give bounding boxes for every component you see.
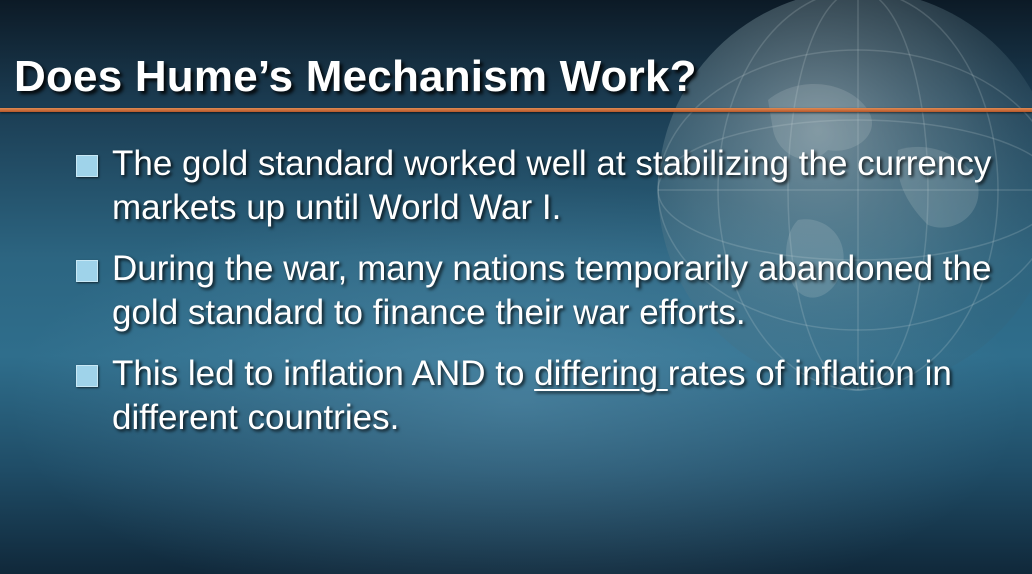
square-bullet-icon [76,365,98,387]
underlined-word: differing [534,354,668,393]
bullet-list: The gold standard worked well at stabili… [70,142,1010,457]
bullet-text-before: This led to inflation AND to [112,354,535,393]
title-divider [0,108,1032,112]
bullet-item: During the war, many nations temporarily… [70,247,1010,335]
square-bullet-icon [76,155,98,177]
bullet-text: The gold standard worked well at stabili… [112,144,992,227]
globe-icon [657,0,1032,391]
bullet-item: The gold standard worked well at stabili… [70,142,1010,230]
bullet-text: During the war, many nations temporarily… [112,249,992,332]
bullet-text-after: rates of inflation in different countrie… [112,354,952,437]
bullet-item: This led to inflation AND to differing r… [70,352,1010,440]
square-bullet-icon [76,260,98,282]
slide-title: Does Hume’s Mechanism Work? [14,52,697,101]
